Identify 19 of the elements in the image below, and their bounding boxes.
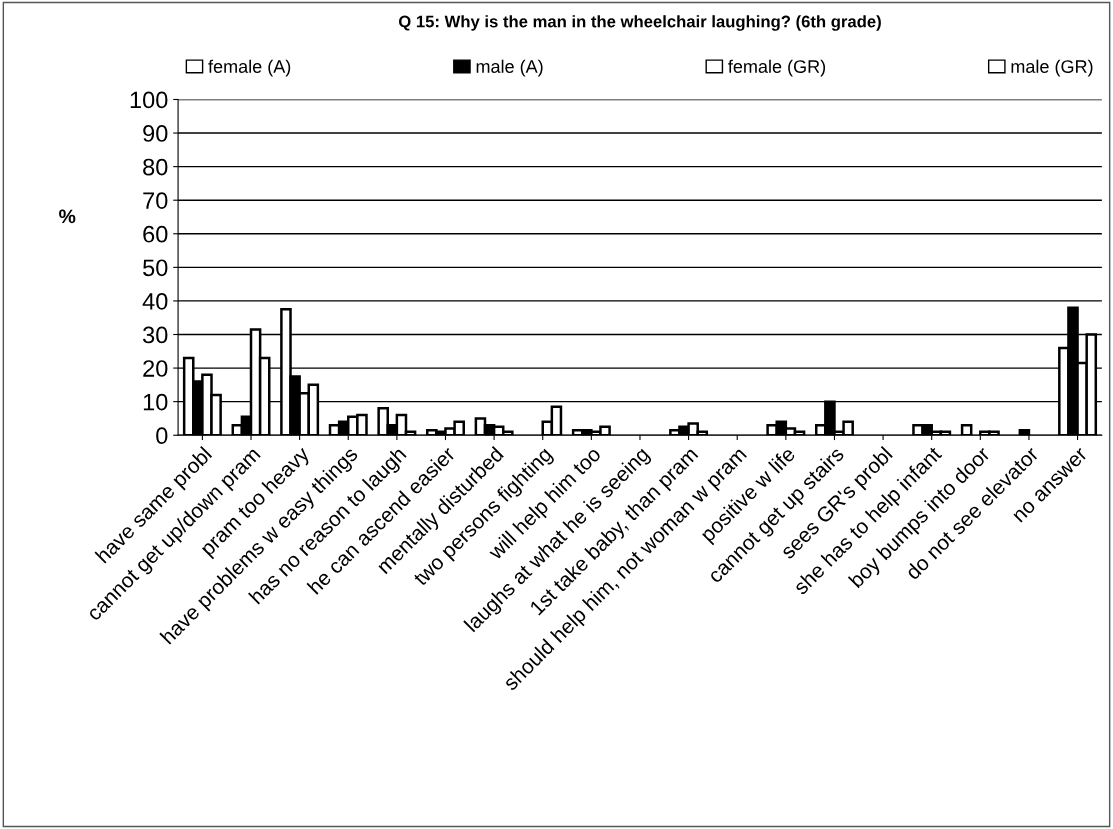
y-tick-label: 50 bbox=[143, 259, 168, 277]
bar bbox=[960, 423, 973, 436]
y-tick-label: 90 bbox=[143, 125, 168, 142]
y-tick-label: 10 bbox=[143, 393, 168, 411]
legend-label: female (A) bbox=[208, 59, 291, 77]
y-tick-label: 80 bbox=[143, 158, 168, 176]
legend-label: male (A) bbox=[476, 59, 543, 77]
y-tick-label: 100 bbox=[130, 91, 168, 109]
legend-label: male (GR) bbox=[1011, 59, 1093, 77]
y-tick-label: 60 bbox=[143, 225, 168, 243]
y-tick-label: 30 bbox=[143, 326, 168, 344]
legend-label: female (GR) bbox=[728, 59, 826, 77]
y-axis-title: % bbox=[59, 209, 76, 224]
bar bbox=[1018, 428, 1031, 436]
y-tick-label: 0 bbox=[156, 427, 168, 445]
chart-title: Q 15: Why is the man in the wheelchair laughing? (6th grade) bbox=[398, 15, 881, 31]
y-tick-label: 20 bbox=[143, 360, 168, 377]
y-tick-label: 70 bbox=[143, 192, 168, 209]
y-tick-label: 40 bbox=[142, 293, 168, 310]
